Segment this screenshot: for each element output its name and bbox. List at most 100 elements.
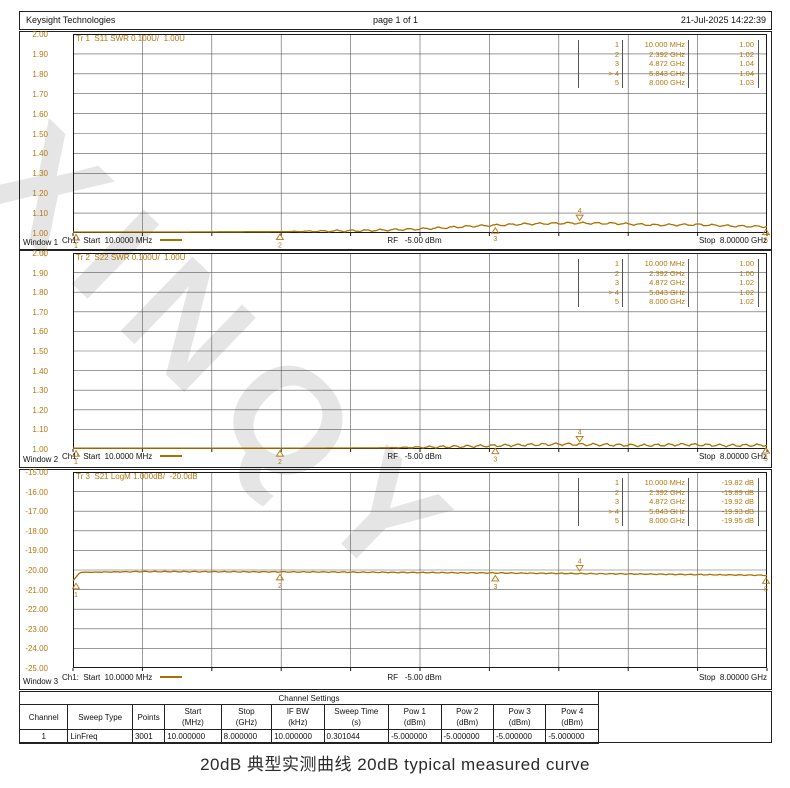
svg-text:5: 5 [764, 238, 768, 245]
channel-settings-title: Channel Settings [19, 691, 599, 705]
marker-5: 5 [761, 228, 771, 245]
y-tick-label: -25.00 [25, 664, 48, 673]
marker-5: 5 [761, 446, 771, 463]
y-tick-label: 1.40 [32, 149, 48, 159]
plot-footer: Ch1: Start 10.0000 MHz RF -5.00 dBm Stop… [62, 673, 767, 685]
marker-3: 3 [490, 574, 500, 591]
y-tick-label: 1.20 [32, 405, 48, 415]
y-tick-label: 1.20 [32, 189, 48, 199]
svg-text:5: 5 [764, 456, 768, 463]
column-header: Pow 2 (dBm) [440, 704, 494, 730]
y-tick-label: 1.00 [32, 229, 48, 238]
y-tick-label: 1.30 [32, 386, 48, 396]
y-tick-label: 1.40 [32, 366, 48, 376]
marker-table: 1 10.000 MHz 1.00 2 2.392 GHz 1.02 3 4.872 GHz 1… [578, 40, 759, 88]
column-header: IF BW (kHz) [271, 704, 325, 730]
marker-row: 1 10.000 MHz 1.00 [579, 259, 758, 269]
y-tick-label: 1.70 [32, 307, 48, 317]
column-header: Pow 1 (dBm) [388, 704, 442, 730]
svg-text:5: 5 [764, 586, 768, 593]
svg-text:1: 1 [74, 243, 78, 250]
svg-text:4: 4 [578, 559, 582, 566]
column-header: Pow 4 (dBm) [545, 704, 599, 730]
y-tick-label: 1.90 [32, 268, 48, 278]
svg-text:1: 1 [74, 592, 78, 599]
svg-text:2: 2 [278, 459, 282, 466]
y-tick-label: 1.50 [32, 129, 48, 139]
table-cell: -5.000000 [545, 729, 599, 744]
table-cell: -5.000000 [388, 729, 442, 744]
header-bar: Keysight Technologies page 1 of 1 21-Jul… [19, 11, 772, 30]
marker-row: 5 8.000 GHz 1.02 [579, 297, 758, 307]
y-tick-label: -18.00 [25, 526, 48, 536]
trace-line [72, 570, 768, 582]
y-tick-label: 1.60 [32, 109, 48, 119]
marker-row: 5 8.000 GHz 1.03 [579, 78, 758, 88]
header-page-indicator: page 1 of 1 [372, 15, 419, 25]
plot-area: 1 2 3 4 5 [71, 253, 771, 466]
marker-row: 2 2.392 GHz 1.02 [579, 49, 758, 60]
y-tick-label: -19.00 [25, 546, 48, 556]
marker-row: > 4 5.843 GHz 1.02 [579, 287, 758, 298]
caption: 20dB 典型实测曲线 20dB typical measured curve [200, 755, 590, 774]
marker-row: 2 2.392 GHz 1.00 [579, 268, 758, 279]
marker-row: > 4 5.843 GHz -19.93 dB [579, 506, 758, 517]
y-tick-label: -22.00 [25, 605, 48, 615]
column-header: Stop (GHz) [220, 704, 273, 730]
window-1: Tr 1 S11 SWR 0.100U/ 1.00U 1 2 3 4 5 1 10.000… [19, 30, 772, 250]
svg-text:4: 4 [578, 208, 582, 215]
plot-area: 1 2 3 4 5 [71, 34, 771, 250]
plot-area: 1 2 3 4 5 [71, 472, 771, 671]
y-tick-label: 1.90 [32, 49, 48, 59]
y-tick-label: 1.50 [32, 347, 48, 356]
svg-text:3: 3 [493, 457, 497, 464]
y-tick-label: 2.00 [32, 249, 48, 258]
marker-table: 1 10.000 MHz 1.00 2 2.392 GHz 1.00 3 4.872 GHz 1… [578, 259, 759, 307]
trace-legend-swatch [160, 239, 183, 241]
window-label: Window 3 [23, 677, 59, 686]
svg-text:3: 3 [493, 236, 497, 243]
marker-4: 4 [575, 208, 584, 222]
footer-start-label: Ch1: Start 10.0000 MHz [62, 452, 183, 461]
plot-footer: Ch1: Start 10.0000 MHz RF -5.00 dBm Stop… [62, 236, 767, 248]
trace-line [73, 442, 768, 449]
column-header: Points [131, 704, 166, 730]
marker-row: 5 8.000 GHz -19.95 dB [579, 516, 758, 526]
marker-5: 5 [761, 576, 771, 593]
y-tick-label: -15.00 [25, 468, 48, 477]
marker-1: 1 [71, 449, 81, 466]
column-header: Start (MHz) [164, 704, 222, 730]
window-label: Window 2 [23, 455, 59, 464]
y-tick-label: 1.10 [32, 425, 48, 435]
footer-rf-label: RF -5.00 dBm [387, 236, 442, 245]
trace-title: Tr 1 S11 SWR 0.100U/ 1.00U [76, 34, 185, 43]
y-tick-label: -24.00 [25, 644, 48, 654]
marker-row: 3 4.872 GHz 1.04 [579, 59, 758, 69]
y-tick-label: -17.00 [25, 507, 48, 517]
plot-footer: Ch1: Start 10.0000 MHz RF -5.00 dBm Stop… [62, 452, 767, 464]
marker-4: 4 [575, 429, 584, 443]
column-header: Sweep Time (s) [323, 704, 390, 730]
svg-text:4: 4 [578, 429, 582, 436]
trace-legend-swatch [160, 676, 183, 678]
y-tick-label: 1.80 [32, 288, 48, 298]
table-cell: 10.000000 [164, 729, 222, 744]
y-tick-label: 1.60 [32, 327, 48, 337]
marker-1: 1 [71, 233, 81, 250]
window-2: Tr 2 S22 SWR 0.100U/ 1.00U 1 2 3 4 5 1 10.000… [19, 249, 772, 468]
table-cell: -5.000000 [492, 729, 547, 744]
y-tick-label: -20.00 [25, 566, 48, 575]
table-cell: LinFreq [67, 729, 133, 744]
marker-row: > 4 5.843 GHz 1.04 [579, 68, 758, 79]
table-cell: 1 [18, 729, 69, 744]
marker-2: 2 [275, 233, 285, 250]
trace-title: Tr 2 S22 SWR 0.100U/ 1.00U [76, 253, 186, 262]
column-header: Sweep Type [67, 704, 133, 730]
table-cell: 0.301044 [323, 729, 390, 744]
table-cell: 8.000000 [220, 729, 273, 744]
footer-rf-label: RF -5.00 dBm [387, 452, 442, 461]
table-cell: 3001 [131, 729, 166, 744]
y-tick-label: 2.00 [32, 30, 48, 39]
table-cell: 10.000000 [271, 729, 325, 744]
